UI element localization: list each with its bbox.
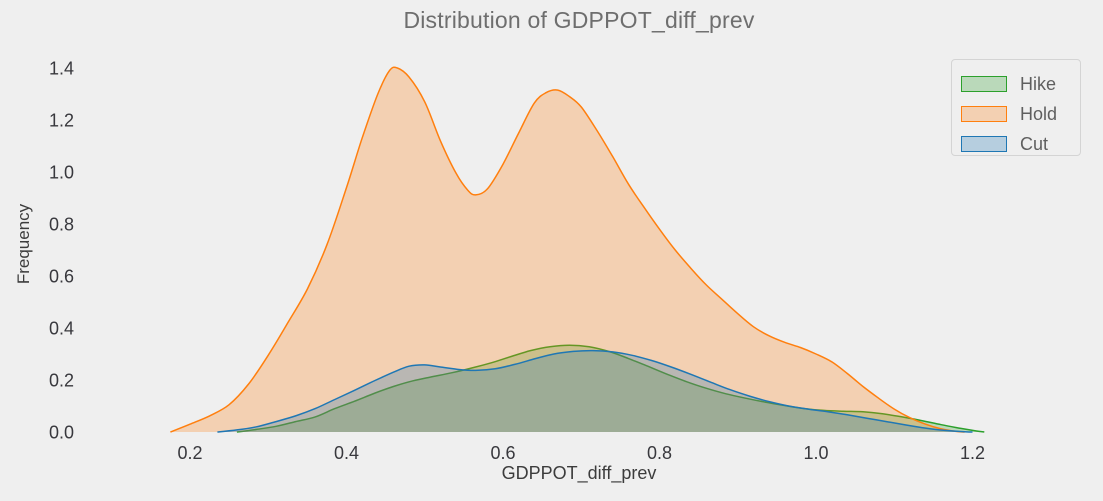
x-tick-label-0.4: 0.4: [334, 443, 359, 463]
x-tick-label-1.2: 1.2: [960, 443, 985, 463]
chart-title: Distribution of GDPPOT_diff_prev: [403, 7, 755, 33]
legend-item-hike: Hike: [961, 69, 1080, 99]
cut-color-patch: [961, 136, 1007, 152]
x-tick-label-0.6: 0.6: [490, 443, 515, 463]
legend-box: Hike Hold Cut: [951, 59, 1081, 156]
y-tick-label-1.4: 1.4: [49, 59, 74, 79]
x-tick-label-0.8: 0.8: [647, 443, 672, 463]
legend-item-hold: Hold: [961, 99, 1080, 129]
legend-label-cut: Cut: [1020, 134, 1049, 154]
hike-color-patch: [961, 76, 1007, 92]
legend-item-cut: Cut: [961, 129, 1080, 159]
x-axis-label: GDPPOT_diff_prev: [501, 463, 657, 483]
legend-label-hike: Hike: [1020, 74, 1057, 94]
y-axis-label: Frequency: [14, 203, 33, 285]
series-line-cut: [217, 349, 973, 433]
series-fill-hold: [170, 67, 965, 432]
x-tick-label-1.0: 1.0: [803, 443, 828, 463]
x-tick-label-0.2: 0.2: [177, 443, 202, 463]
y-tick-label-1.0: 1.0: [49, 163, 74, 183]
y-tick-label-0.6: 0.6: [49, 267, 74, 287]
y-tick-label-0.2: 0.2: [49, 371, 74, 391]
series-fill-cut: [217, 350, 973, 432]
y-tick-label-0.0: 0.0: [49, 423, 74, 443]
y-tick-label-0.8: 0.8: [49, 215, 74, 235]
legend-label-hold: Hold: [1020, 104, 1058, 124]
series-line-hold: [170, 66, 965, 433]
hold-color-patch: [961, 106, 1007, 122]
y-tick-label-1.2: 1.2: [49, 111, 74, 131]
y-tick-label-0.4: 0.4: [49, 319, 74, 339]
series-line-hike: [236, 344, 985, 433]
series-fill-hike: [236, 345, 985, 432]
